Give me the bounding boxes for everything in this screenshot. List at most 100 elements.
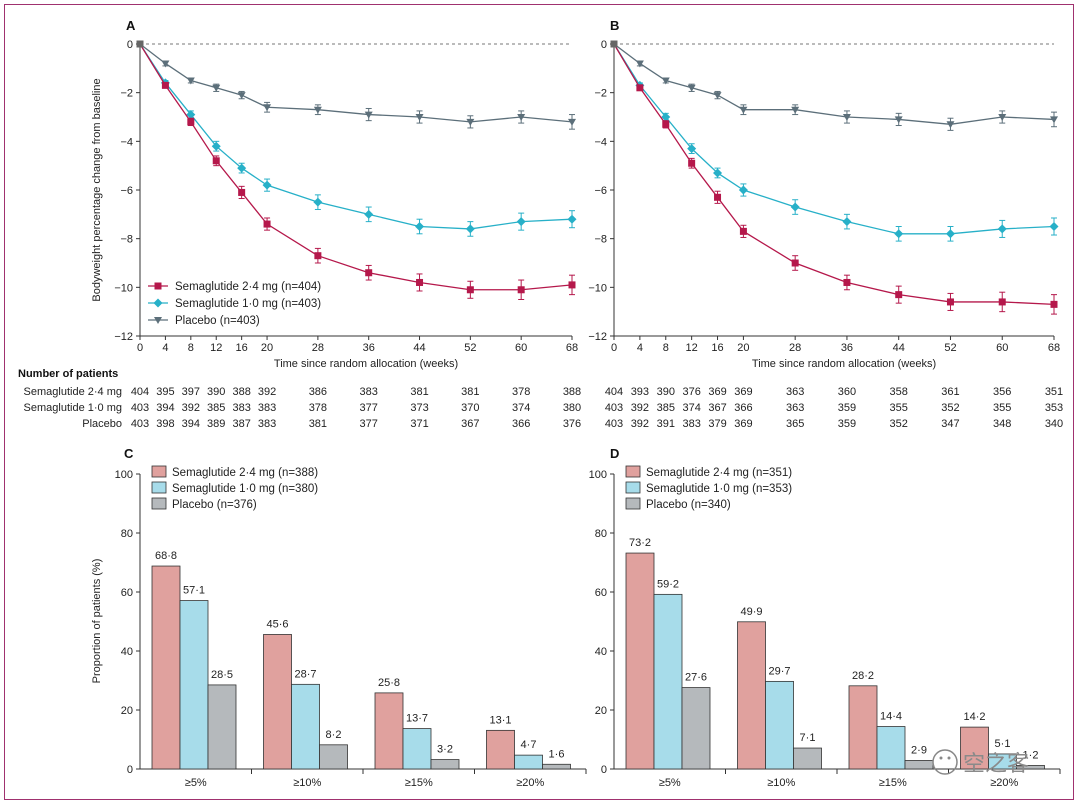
x-tick-label: 16 <box>711 342 723 354</box>
patients-count-A: 397 <box>182 386 200 398</box>
data-point <box>790 202 800 212</box>
legend-swatch <box>151 481 167 494</box>
patients-count-B: 365 <box>786 418 804 430</box>
patients-count-B: 352 <box>890 418 908 430</box>
patients-count-B: 367 <box>708 402 726 414</box>
figure-frame <box>4 4 1074 800</box>
legend-label: Semaglutide 2·4 mg (n=388) <box>172 467 318 479</box>
watermark-icon <box>932 749 958 775</box>
patients-count-B: 392 <box>631 402 649 414</box>
patients-count-A: 394 <box>182 418 200 430</box>
patients-count-B: 404 <box>605 386 623 398</box>
patients-table-title: Number of patients <box>18 368 118 380</box>
data-point <box>636 84 644 92</box>
patients-count-B: 353 <box>1045 402 1063 414</box>
data-point <box>635 60 644 68</box>
y-tick-label: 80 <box>595 528 607 540</box>
data-point <box>313 106 322 114</box>
bar-value-label: 4·7 <box>521 739 537 751</box>
patients-count-A: 371 <box>410 418 428 430</box>
patients-count-B: 369 <box>734 386 752 398</box>
bar <box>625 552 655 770</box>
data-point <box>1050 300 1058 308</box>
top-y-axis-label: Bodyweight percentage change from baseli… <box>91 78 103 301</box>
y-tick-label: 20 <box>595 705 607 717</box>
data-point <box>313 197 323 207</box>
patients-count-B: 391 <box>657 418 675 430</box>
legend-label: Placebo (n=376) <box>172 499 257 511</box>
data-point <box>415 114 424 121</box>
patients-count-B: 376 <box>682 386 700 398</box>
legend-swatch <box>625 497 641 510</box>
x-tick-label: 16 <box>236 342 248 354</box>
patients-count-A: 370 <box>461 402 479 414</box>
patients-count-A: 383 <box>258 402 276 414</box>
bar <box>681 687 711 770</box>
patients-count-A: 377 <box>360 418 378 430</box>
data-point <box>713 92 722 100</box>
bar-value-label: 5·1 <box>995 738 1011 750</box>
watermark-text: 空之客 <box>963 751 1029 776</box>
y-tick-label: 60 <box>595 587 607 599</box>
y-tick-label: 80 <box>121 528 133 540</box>
patients-count-B: 359 <box>838 402 856 414</box>
data-point <box>365 269 373 277</box>
bar-value-label: 27·6 <box>685 672 707 684</box>
patients-count-B: 351 <box>1045 386 1063 398</box>
patients-count-A: 381 <box>461 386 479 398</box>
patients-count-A: 398 <box>156 418 174 430</box>
legend-label: Semaglutide 2·4 mg (n=351) <box>646 467 792 479</box>
bar-value-label: 2·9 <box>911 744 927 756</box>
y-tick-label: 100 <box>589 469 607 481</box>
bar-value-label: 8·2 <box>326 729 342 741</box>
patients-count-A: 387 <box>232 418 250 430</box>
legend-swatch <box>625 481 641 494</box>
patients-count-A: 380 <box>563 402 581 414</box>
bar <box>765 680 794 770</box>
data-point <box>687 144 697 154</box>
panel-label-A: A <box>126 18 136 33</box>
patients-count-A: 390 <box>207 386 225 398</box>
data-point <box>946 298 954 306</box>
patients-count-A: 388 <box>232 386 250 398</box>
data-point <box>238 188 246 196</box>
patients-count-B: 374 <box>682 402 700 414</box>
x-tick-label: 12 <box>686 342 698 354</box>
bottom-y-axis-label: Proportion of patients (%) <box>91 559 103 684</box>
data-point <box>237 92 246 100</box>
patients-count-B: 369 <box>734 418 752 430</box>
patients-count-B: 392 <box>631 418 649 430</box>
data-point <box>415 222 425 231</box>
data-point <box>661 77 670 85</box>
bar <box>793 747 822 770</box>
data-point <box>466 118 475 126</box>
patients-count-B: 356 <box>993 386 1011 398</box>
data-point <box>843 278 851 286</box>
legend-label: Semaglutide 1·0 mg (n=403) <box>175 298 321 310</box>
bar <box>876 726 906 770</box>
patients-count-B: 347 <box>941 418 959 430</box>
data-point <box>237 163 247 173</box>
y-tick-label: −10 <box>588 282 607 294</box>
legend-marker <box>153 298 163 308</box>
y-tick-label: −8 <box>594 234 607 246</box>
x-tick-label: 28 <box>312 342 324 354</box>
bar-value-label: 28·2 <box>852 670 874 682</box>
bar <box>207 684 237 770</box>
y-tick-label: −6 <box>120 185 133 197</box>
legend-label: Placebo (n=403) <box>175 315 260 327</box>
legend-label: Semaglutide 1·0 mg (n=380) <box>172 483 318 495</box>
y-tick-label: 0 <box>601 764 607 776</box>
y-tick-label: −12 <box>114 331 133 343</box>
legend-marker <box>154 282 162 290</box>
x-tick-label: 36 <box>841 342 853 354</box>
data-point <box>364 111 373 119</box>
data-point <box>661 112 671 122</box>
patients-row-label: Semaglutide 1·0 mg <box>24 402 122 414</box>
patients-count-A: 378 <box>309 402 327 414</box>
y-tick-label: −4 <box>594 136 607 148</box>
patients-count-A: 386 <box>309 386 327 398</box>
x-tick-label: 36 <box>363 342 375 354</box>
bar-value-label: 1·6 <box>549 748 565 760</box>
